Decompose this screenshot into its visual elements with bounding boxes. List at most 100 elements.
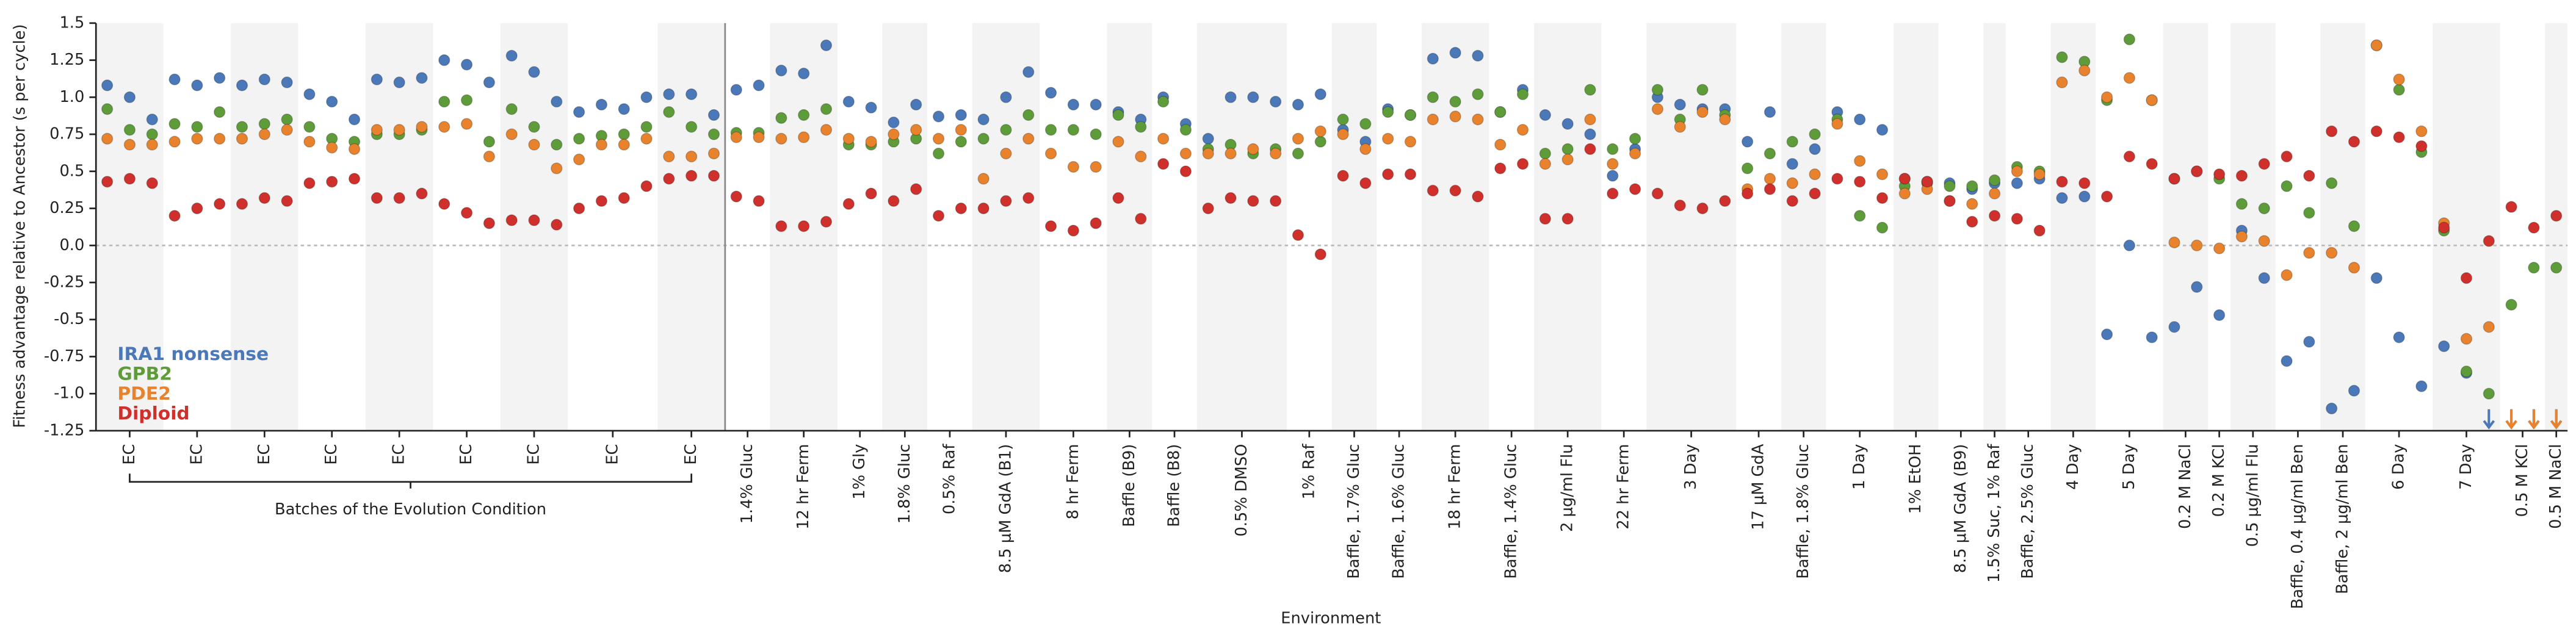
data-point xyxy=(1000,124,1012,136)
x-tick-label: 18 hr Ferm xyxy=(1446,444,1464,530)
x-tick-label: 0.5% Raf xyxy=(940,444,958,514)
legend-entry: GPB2 xyxy=(117,363,172,384)
data-point xyxy=(1539,109,1551,121)
data-point xyxy=(2483,387,2495,400)
data-point xyxy=(618,192,630,204)
data-point xyxy=(258,192,270,204)
data-point xyxy=(1696,84,1709,96)
data-point xyxy=(1225,148,1237,160)
data-point xyxy=(1000,148,1012,160)
data-point xyxy=(686,121,698,133)
data-point xyxy=(1786,158,1798,170)
data-point xyxy=(1494,106,1507,118)
data-point xyxy=(258,73,270,85)
data-point xyxy=(2415,125,2428,137)
data-point xyxy=(1561,143,1574,155)
data-point xyxy=(1157,96,1170,108)
data-point xyxy=(2393,73,2405,85)
data-point xyxy=(1449,184,1461,196)
data-point xyxy=(438,54,450,67)
data-point xyxy=(1427,184,1439,196)
data-point xyxy=(2281,269,2293,281)
x-tick-label: 17 μM GdA xyxy=(1749,444,1768,530)
data-point xyxy=(168,118,181,130)
data-point xyxy=(686,88,698,101)
data-point xyxy=(214,72,226,84)
data-point xyxy=(1382,168,1394,181)
data-point xyxy=(1472,49,1484,62)
data-point xyxy=(528,121,540,133)
y-tick-label: -0.5 xyxy=(54,310,84,328)
data-point xyxy=(1854,155,1866,167)
data-point xyxy=(1135,121,1147,133)
data-point xyxy=(393,192,405,204)
x-tick-label: Baffle, 2.5% Gluc xyxy=(2019,444,2037,579)
data-point xyxy=(1607,170,1619,182)
x-tick-label: EC xyxy=(524,444,543,465)
data-point xyxy=(528,66,540,78)
data-point xyxy=(1000,195,1012,207)
data-point xyxy=(1112,135,1124,148)
y-tick-label: 0.0 xyxy=(59,236,84,254)
data-point xyxy=(2326,125,2338,137)
data-point xyxy=(1270,195,1282,207)
data-point xyxy=(1696,202,1709,215)
data-point xyxy=(1090,128,1102,140)
data-point xyxy=(146,128,158,140)
data-point xyxy=(2168,321,2180,333)
data-point xyxy=(2460,365,2473,378)
data-point xyxy=(1809,143,1821,155)
data-point xyxy=(2123,72,2135,84)
data-point xyxy=(1427,52,1439,65)
data-point xyxy=(1674,121,1686,133)
data-point xyxy=(191,121,203,133)
data-point xyxy=(101,79,114,92)
x-tick-label: Baffle, 0.4 μg/ml Ben xyxy=(2288,444,2307,610)
data-point xyxy=(2011,177,2023,189)
y-tick-label: -0.25 xyxy=(44,273,84,291)
y-tick-label: -0.75 xyxy=(44,347,84,365)
data-point xyxy=(1651,84,1663,96)
data-point xyxy=(551,162,563,175)
data-point xyxy=(483,135,495,148)
data-point xyxy=(1516,158,1529,170)
data-point xyxy=(1472,190,1484,203)
data-point xyxy=(2303,247,2315,259)
x-tick-label: 1% Raf xyxy=(1300,444,1318,500)
data-point xyxy=(2393,331,2405,344)
data-point xyxy=(888,117,900,129)
data-point xyxy=(842,96,855,108)
data-point xyxy=(1539,148,1551,160)
data-point xyxy=(1494,139,1507,151)
data-point xyxy=(1696,106,1709,118)
data-point xyxy=(1337,128,1349,140)
data-point xyxy=(775,132,787,145)
data-point xyxy=(820,215,833,228)
data-point xyxy=(977,202,990,215)
data-point xyxy=(2258,272,2270,284)
data-point xyxy=(2303,170,2315,182)
category-band xyxy=(1983,23,2006,431)
data-point xyxy=(932,148,945,160)
data-point xyxy=(798,109,810,121)
data-point xyxy=(1607,158,1619,170)
x-tick-label: 2 μg/ml Flu xyxy=(1558,444,1577,532)
data-point xyxy=(1292,229,1304,241)
data-point xyxy=(798,67,810,80)
data-point xyxy=(2168,236,2180,249)
data-point xyxy=(1764,173,1776,185)
data-point xyxy=(1090,160,1102,173)
data-point xyxy=(460,94,473,106)
data-point xyxy=(1112,192,1124,204)
data-point xyxy=(1022,66,1035,78)
data-point xyxy=(1135,150,1147,163)
data-point xyxy=(2146,331,2158,344)
data-point xyxy=(371,73,383,85)
data-point xyxy=(1067,124,1079,136)
data-point xyxy=(1988,210,2001,222)
data-point xyxy=(753,195,765,207)
data-point xyxy=(281,124,293,136)
data-point xyxy=(1314,125,1326,137)
data-point xyxy=(303,88,316,101)
data-point xyxy=(1809,128,1821,140)
